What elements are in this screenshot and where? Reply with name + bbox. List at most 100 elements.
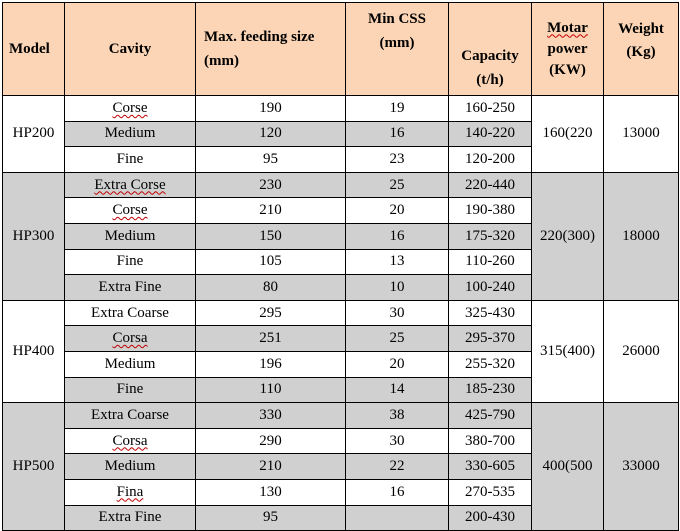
capacity-cell: 220-440 — [448, 171, 532, 199]
cavity-cell: Corsa — [64, 427, 196, 455]
css-cell: 19 — [345, 95, 449, 122]
cavity-text: Fina — [116, 483, 144, 500]
header-feeding-size: Max. feeding size (mm) — [195, 2, 346, 96]
table-row: HP500 Extra Coarse 330 38 425-790 400(50… — [2, 402, 679, 531]
feed-cell: 251 — [195, 325, 346, 352]
cavity-text: Medium — [104, 125, 156, 142]
header-model: Model — [2, 2, 65, 96]
header-weight-line2: (Kg) — [626, 44, 656, 60]
weight-cell: 13000 — [603, 95, 679, 173]
feed-cell: 295 — [195, 299, 346, 327]
cavity-text: Extra Fine — [98, 509, 162, 526]
header-row: Model Cavity Max. feeding size (mm) Min … — [2, 2, 679, 96]
cavity-cell: Fine — [64, 248, 196, 276]
model-cell: HP400 — [2, 299, 65, 404]
feed-cell: 105 — [195, 248, 346, 276]
model-cell: HP300 — [2, 171, 65, 301]
cavity-text: Fine — [116, 253, 144, 270]
cavity-text: Corse — [112, 202, 148, 219]
capacity-cell: 175-320 — [448, 222, 532, 250]
weight-cell: 33000 — [603, 402, 679, 531]
cavity-text: Medium — [104, 227, 156, 244]
cavity-cell: Extra Coarse — [64, 299, 196, 327]
capacity-cell: 270-535 — [448, 478, 532, 506]
table-row: Corsa 290 30 380-700 — [3, 427, 679, 455]
cavity-cell: Corse — [64, 95, 196, 122]
header-motor-line2: power — [547, 40, 588, 57]
cavity-cell: Fine — [64, 376, 196, 404]
header-model-label: Model — [9, 40, 50, 57]
cavity-cell: Corsa — [64, 325, 196, 352]
capacity-cell: 140-220 — [448, 120, 532, 148]
cavity-text: Extra Corse — [94, 176, 166, 193]
table-row: Medium 150 16 175-320 — [3, 222, 679, 250]
feed-cell: 80 — [195, 274, 346, 301]
css-cell: 14 — [345, 376, 449, 404]
css-cell: 10 — [345, 274, 449, 301]
table-row: Medium 120 16 140-220 — [3, 120, 679, 148]
table-row: Fine 110 14 185-230 — [3, 376, 679, 404]
cavity-text: Extra Coarse — [91, 406, 169, 423]
cavity-cell: Extra Corse — [64, 171, 196, 199]
cavity-cell: Medium — [64, 222, 196, 250]
capacity-cell: 120-200 — [448, 146, 532, 173]
feed-cell: 95 — [195, 146, 346, 173]
weight-cell: 26000 — [603, 299, 679, 404]
cavity-text: Medium — [104, 458, 156, 475]
cavity-cell: Corse — [64, 197, 196, 224]
capacity-cell: 380-700 — [448, 427, 532, 455]
capacity-cell: 110-260 — [448, 248, 532, 276]
header-css-line1: Min CSS — [368, 11, 426, 27]
cavity-text: Medium — [104, 355, 156, 372]
header-capacity: Capacity (t/h) — [448, 2, 532, 96]
feed-cell: 230 — [195, 171, 346, 199]
feed-cell: 210 — [195, 197, 346, 224]
capacity-cell: 100-240 — [448, 274, 532, 301]
cavity-text: Corsa — [112, 432, 148, 449]
cavity-text: Corse — [112, 99, 148, 116]
header-feeding-line2: (mm) — [204, 52, 239, 69]
capacity-cell: 190-380 — [448, 197, 532, 224]
css-cell: 20 — [345, 197, 449, 224]
css-cell: 30 — [345, 427, 449, 455]
cavity-cell: Medium — [64, 120, 196, 148]
css-cell: 13 — [345, 248, 449, 276]
cavity-cell: Fine — [64, 146, 196, 173]
capacity-cell: 200-430 — [448, 504, 532, 531]
motor-power-cell: 160(220 — [531, 95, 604, 173]
motor-power-cell: 220(300) — [531, 171, 604, 301]
cavity-cell: Extra Coarse — [64, 402, 196, 429]
header-motor-power: Motar power (KW) — [531, 2, 604, 96]
css-cell: 38 — [345, 402, 449, 429]
motor-power-cell: 315(400) — [531, 299, 604, 404]
model-cell: HP500 — [2, 402, 65, 531]
table-row: Corsa 251 25 295-370 — [3, 325, 679, 352]
cavity-text: Corsa — [112, 330, 148, 347]
cavity-cell: Medium — [64, 453, 196, 480]
cavity-cell: Medium — [64, 350, 196, 378]
header-weight: Weight (Kg) — [603, 2, 679, 96]
header-capacity-line1: Capacity — [461, 48, 519, 64]
css-cell: 20 — [345, 350, 449, 378]
capacity-cell: 425-790 — [448, 402, 532, 429]
cavity-cell: Fina — [64, 478, 196, 506]
table-row: HP300 Extra Corse 230 25 220-440 220(300… — [2, 171, 679, 301]
header-weight-line1: Weight — [618, 21, 664, 37]
css-cell: 25 — [345, 171, 449, 199]
feed-cell: 120 — [195, 120, 346, 148]
capacity-cell: 330-605 — [448, 453, 532, 480]
header-feeding-line1: Max. feeding size — [204, 28, 315, 45]
feed-cell: 290 — [195, 427, 346, 455]
cavity-cell: Extra Fine — [64, 274, 196, 301]
header-cavity: Cavity — [64, 2, 196, 96]
cavity-text: Fine — [116, 381, 144, 398]
css-cell: 16 — [345, 478, 449, 506]
header-motor-line3: (KW) — [549, 61, 586, 78]
feed-cell: 110 — [195, 376, 346, 404]
table-row: Corse 210 20 190-380 — [3, 197, 679, 224]
table-row: Medium 196 20 255-320 — [3, 350, 679, 378]
feed-cell: 196 — [195, 350, 346, 378]
header-min-css: Min CSS (mm) — [345, 2, 449, 96]
cavity-text: Extra Fine — [98, 278, 162, 295]
